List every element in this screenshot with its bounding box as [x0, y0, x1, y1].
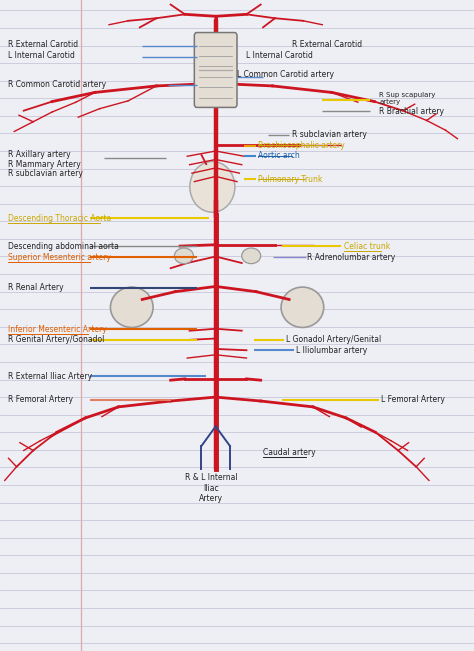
Text: R Axillary artery: R Axillary artery	[8, 150, 71, 159]
Text: L Internal Carotid: L Internal Carotid	[8, 51, 75, 60]
Text: Aortic arch: Aortic arch	[258, 151, 300, 160]
Text: R Femoral Artery: R Femoral Artery	[8, 395, 73, 404]
Text: Caudal artery: Caudal artery	[263, 448, 316, 457]
Text: R subclavian artery: R subclavian artery	[292, 130, 367, 139]
Text: Pulmonary Trunk: Pulmonary Trunk	[258, 174, 323, 184]
Ellipse shape	[190, 161, 235, 212]
Text: L Internal Carotid: L Internal Carotid	[246, 51, 313, 60]
Text: R & L Internal
Iliac
Artery: R & L Internal Iliac Artery	[184, 473, 237, 503]
Text: R Common Carotid artery: R Common Carotid artery	[8, 80, 106, 89]
Text: R Genital Artery/Gonadol: R Genital Artery/Gonadol	[8, 335, 104, 344]
FancyBboxPatch shape	[194, 33, 237, 107]
Text: Descending Thoracic Aorta: Descending Thoracic Aorta	[8, 214, 111, 223]
Text: Inferior Mesenteric Artery: Inferior Mesenteric Artery	[8, 325, 107, 334]
Text: R Brachial artery: R Brachial artery	[379, 107, 444, 116]
Text: R subclavian artery: R subclavian artery	[8, 169, 83, 178]
Text: L Gonadol Artery/Genital: L Gonadol Artery/Genital	[286, 335, 381, 344]
Text: R External Carotid: R External Carotid	[8, 40, 78, 49]
Text: R Mammary Artery: R Mammary Artery	[8, 159, 81, 169]
Text: R Renal Artery: R Renal Artery	[8, 283, 64, 292]
Text: Brachiocephalic artery: Brachiocephalic artery	[258, 141, 345, 150]
Text: L Femoral Artery: L Femoral Artery	[381, 395, 445, 404]
Text: Descending abdominal aorta: Descending abdominal aorta	[8, 242, 119, 251]
Text: R External Carotid: R External Carotid	[292, 40, 362, 49]
Text: L Common Carotid artery: L Common Carotid artery	[237, 70, 334, 79]
Ellipse shape	[242, 248, 261, 264]
Ellipse shape	[174, 248, 193, 264]
Text: R Adrenolumbar artery: R Adrenolumbar artery	[307, 253, 395, 262]
Text: R External Iliac Artery: R External Iliac Artery	[8, 372, 92, 381]
Text: R Sup scapulary
artery: R Sup scapulary artery	[379, 92, 436, 105]
Text: Celiac trunk: Celiac trunk	[344, 242, 390, 251]
Ellipse shape	[110, 287, 153, 327]
Text: L Iliolumbar artery: L Iliolumbar artery	[296, 346, 367, 355]
Text: Superior Mesenteric artery: Superior Mesenteric artery	[8, 253, 111, 262]
Ellipse shape	[281, 287, 324, 327]
